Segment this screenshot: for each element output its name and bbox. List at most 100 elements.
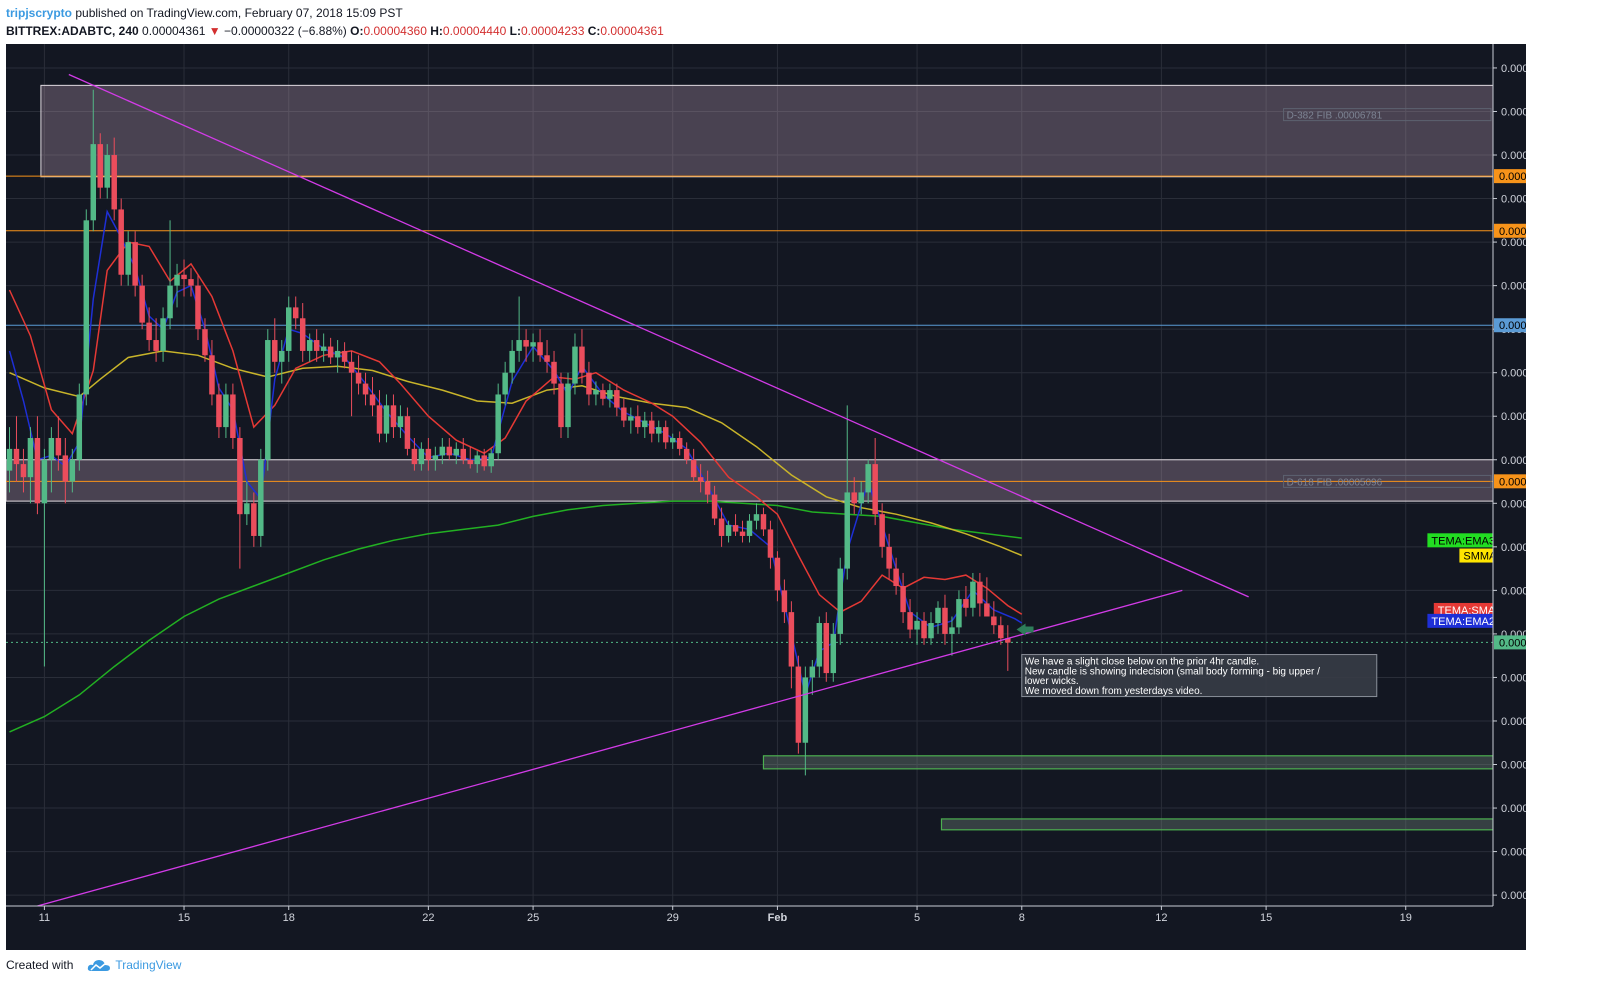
candle-body (188, 279, 194, 286)
candle-body (977, 581, 983, 604)
low-label: L: (509, 24, 521, 38)
price-change: −0.00000322 (−6.88%) (224, 24, 347, 38)
price-tick-label: 0.00005400 (1501, 411, 1526, 423)
annotation[interactable]: We have a slight close below on the prio… (1016, 623, 1378, 698)
candle-body (809, 666, 816, 678)
candle-body (20, 464, 27, 478)
candles (6, 89, 1011, 776)
candle-body (544, 355, 550, 362)
ma-line-ema200 (9, 500, 1022, 733)
price-tick-label: 0.00005200 (1501, 455, 1526, 467)
price-tick-label: 0.00003600 (1501, 803, 1526, 815)
price-axis-background (1493, 44, 1526, 950)
candle-body (767, 529, 774, 558)
candle-body (746, 520, 753, 536)
price-level-label: 0.00006503 (1499, 171, 1526, 183)
candle-body (446, 446, 453, 456)
candle-body (202, 329, 208, 356)
candle-body (272, 340, 278, 362)
candle-body (628, 416, 634, 421)
fib-label-box (1283, 108, 1492, 122)
candle-body (704, 481, 711, 495)
time-tick-label: 12 (1155, 912, 1167, 924)
candle-body (397, 416, 404, 428)
candle-body (753, 514, 760, 521)
candle-body (174, 274, 180, 286)
candle-body (690, 459, 697, 478)
chart-area[interactable]: D-382 FIB .00006781 D-618 FIB .00005096 TE… (6, 44, 1526, 950)
time-tick-label: 22 (422, 912, 434, 924)
tradingview-link[interactable]: TradingView (79, 958, 181, 972)
price-chart[interactable]: D-382 FIB .00006781 D-618 FIB .00005096 TE… (6, 44, 1526, 950)
price-tick-label: 0.00006800 (1501, 106, 1526, 118)
publish-info: published on TradingView.com, February 0… (75, 6, 403, 20)
candle-body (697, 477, 704, 482)
close-label: C: (587, 24, 601, 38)
candle-body (956, 599, 962, 628)
candle-body (230, 394, 236, 438)
time-tick-label: 8 (1019, 912, 1025, 924)
candle-body (34, 437, 41, 504)
price-tick-label: 0.00004200 (1501, 672, 1526, 684)
zones (6, 84, 1494, 831)
time-axis[interactable]: 11 15 18 22 25 29 Feb 5 8 12 15 19 (6, 905, 1526, 950)
candle-body (816, 623, 823, 667)
candle-body (893, 568, 899, 587)
candle-body (355, 372, 362, 384)
candle-body (984, 603, 990, 617)
candle-body (334, 350, 341, 358)
series-tag (1427, 533, 1493, 548)
candle-body (41, 459, 48, 504)
candle-body (795, 666, 802, 743)
candle-body (104, 155, 110, 188)
candle-body (774, 557, 781, 591)
candle-body (90, 144, 97, 221)
time-tick-label: Feb (768, 912, 788, 924)
candle-body (195, 285, 201, 330)
time-tick-label: 29 (667, 912, 679, 924)
support-zone (762, 755, 1494, 770)
candle-body (928, 623, 934, 639)
time-tick-label: 18 (283, 912, 295, 924)
candle-body (411, 448, 418, 465)
candle-body (118, 209, 124, 275)
time-axis-background (6, 906, 1526, 950)
publish-line: tripjscrypto published on TradingView.co… (6, 4, 664, 22)
price-level-label: 0.00006252 (1499, 226, 1526, 238)
candle-body (265, 340, 271, 460)
price-level-label: 0.00005101 (1499, 476, 1526, 488)
candle-body (879, 514, 885, 547)
candle-body (970, 581, 976, 608)
price-axis[interactable]: 0.00007000 0.00006800 0.00006600 0.00006400… (1492, 44, 1526, 950)
candle-body (313, 340, 320, 351)
annotation-box (1021, 654, 1378, 698)
close-value: 0.00004361 (600, 24, 664, 38)
created-with-label: Created with (6, 958, 74, 972)
candle-body (383, 405, 390, 434)
candle-body (132, 242, 138, 286)
candle-body (502, 372, 508, 395)
time-tick-label: 15 (1260, 912, 1272, 924)
candle-body (362, 383, 369, 395)
price-tick-label: 0.00006600 (1501, 150, 1526, 162)
candle-body (467, 459, 473, 465)
symbol-label: BITTREX:ADABTC, 240 (6, 24, 139, 38)
price-tick-label: 0.00004600 (1501, 585, 1526, 597)
candle-body (237, 437, 243, 515)
fib-label-box (1283, 474, 1492, 488)
candle-body (711, 494, 718, 519)
series-tag (1433, 602, 1493, 617)
series-tag-label: TEMA:EMA2 (1431, 616, 1495, 628)
candle-body (376, 405, 383, 434)
candle-body (823, 623, 830, 674)
time-tick-label: 25 (527, 912, 539, 924)
annotation-line: lower wicks. (1025, 676, 1079, 687)
candle-body (662, 427, 669, 443)
candle-body (292, 307, 299, 319)
high-value: 0.00004440 (442, 24, 507, 38)
candle-body (718, 518, 725, 536)
candle-body (635, 416, 641, 428)
author-link[interactable]: tripjscrypto (6, 6, 73, 20)
candle-body (586, 372, 592, 395)
candle-body (425, 448, 432, 460)
